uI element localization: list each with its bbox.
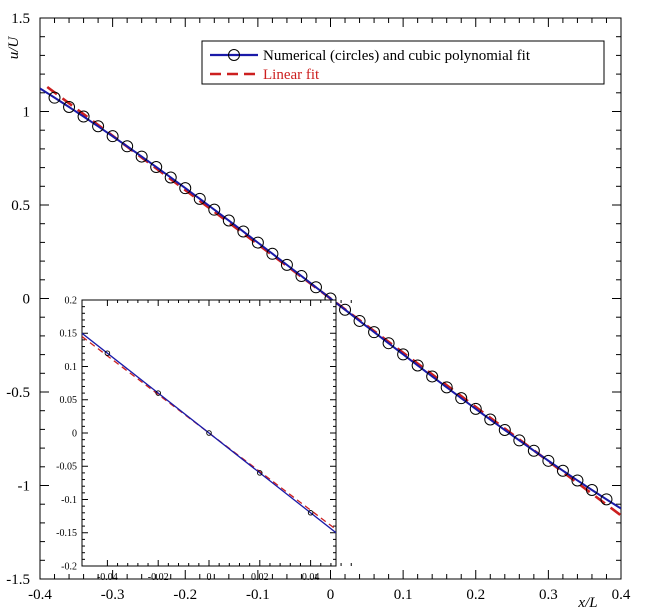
main-y-tick-label: -1.5 — [6, 572, 30, 588]
main-data-point — [280, 258, 293, 271]
main-data-point — [237, 225, 250, 238]
main-y-tick-label: 1.5 — [11, 11, 30, 27]
legend-marker-numerical — [228, 49, 240, 61]
main-data-point — [222, 214, 235, 227]
main-data-point — [63, 101, 76, 114]
legend-label-linear: Linear fit — [263, 67, 320, 83]
main-data-point — [92, 120, 105, 133]
legend-label-numerical: Numerical (circles) and cubic polynomial… — [263, 48, 531, 64]
main-x-tick-label: -0.2 — [173, 587, 197, 603]
inset-y-tick-label: -0.2 — [61, 561, 77, 572]
main-data-point — [484, 413, 497, 426]
main-data-point — [77, 110, 90, 123]
inset-data-point — [257, 470, 263, 476]
main-data-point — [121, 140, 134, 153]
main-data-point — [179, 182, 192, 195]
main-data-point — [469, 402, 482, 415]
inset-y-tick-label: 0.1 — [65, 362, 78, 373]
inset-series — [82, 332, 336, 534]
main-data-point — [295, 270, 308, 283]
main-data-point — [266, 247, 279, 260]
inset-x-tick-label: 0 — [207, 572, 212, 583]
main-data-point — [455, 392, 468, 405]
inset-data-point — [206, 430, 212, 436]
legend: Numerical (circles) and cubic polynomial… — [201, 40, 605, 85]
inset-data-point — [155, 390, 161, 396]
main-x-tick-label: 0 — [327, 587, 335, 603]
main-data-point — [426, 370, 439, 383]
main-x-tick-label: -0.3 — [101, 587, 125, 603]
legend-box — [201, 40, 605, 85]
main-data-point — [556, 464, 569, 477]
main-data-point — [527, 444, 540, 457]
main-data-point — [164, 171, 177, 184]
main-y-tick-label: 1 — [23, 104, 31, 120]
main-data-point — [600, 493, 613, 506]
main-data-point — [251, 236, 264, 249]
main-x-axis-label: x/L — [577, 595, 597, 611]
main-data-point — [585, 483, 598, 496]
inset-linear-fit-line — [82, 336, 336, 530]
main-x-tick-label: 0.4 — [612, 587, 631, 603]
main-data-point — [411, 359, 424, 372]
main-y-axis-label: u/U — [6, 36, 22, 60]
main-x-tick-label: 0.1 — [394, 587, 413, 603]
main-data-point — [397, 348, 410, 361]
inset-y-tick-label: 0.2 — [65, 295, 78, 306]
inset-y-tick-label: 0 — [72, 428, 77, 439]
inset-x-tick-label: -0.02 — [148, 572, 169, 583]
main-data-point — [542, 454, 555, 467]
main-data-point — [339, 303, 352, 316]
main-data-point — [368, 326, 381, 339]
main-x-tick-label: -0.4 — [28, 587, 52, 603]
inset-y-tick-label: -0.15 — [56, 528, 77, 539]
main-y-tick-label: -1 — [18, 478, 31, 494]
main-data-point — [150, 161, 163, 174]
main-y-tick-label: 0.5 — [11, 198, 30, 214]
inset-x-tick-label: 0.04 — [302, 572, 320, 583]
inset-x-tick-label: -0.04 — [97, 572, 118, 583]
main-data-point — [513, 434, 526, 447]
main-x-tick-label: 0.3 — [539, 587, 558, 603]
main-data-point — [135, 150, 148, 163]
inset-data-point — [307, 510, 314, 516]
inset-plot: -0.04 -0.02 0 0.02 0.04 -0.2 -0.15 -0.1 -0.05 0 0.… — [56, 295, 352, 583]
main-data-point — [193, 192, 206, 205]
main-data-point — [106, 130, 119, 143]
inset-x-tick-label: 0.02 — [251, 572, 269, 583]
main-data-point — [208, 203, 221, 216]
main-data-point — [309, 281, 322, 294]
inset-y-tick-label: -0.1 — [61, 495, 77, 506]
main-data-point — [382, 337, 395, 350]
inset-data-point — [104, 350, 111, 356]
inset-y-tick-label: 0.15 — [60, 329, 78, 340]
main-data-point — [48, 91, 61, 104]
main-data-point — [440, 381, 453, 394]
main-y-tick-label: -0.5 — [6, 385, 30, 401]
inset-cubic-fit-line — [82, 332, 336, 534]
inset-y-tick-label: -0.05 — [56, 462, 77, 473]
main-data-point — [353, 314, 366, 327]
main-x-tick-label: -0.1 — [246, 587, 270, 603]
main-x-tick-label: 0.2 — [466, 587, 485, 603]
main-series — [40, 85, 621, 517]
main-data-point — [498, 423, 511, 436]
main-data-point — [571, 474, 584, 487]
main-y-tick-label: 0 — [23, 291, 31, 307]
inset-y-tick-label: 0.05 — [60, 395, 78, 406]
